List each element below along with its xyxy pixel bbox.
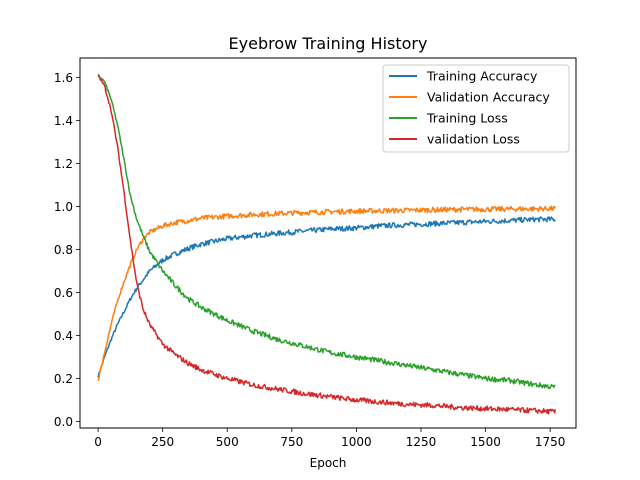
series-line-1: [97, 216, 556, 378]
x-tick-label: 0: [94, 435, 102, 449]
legend-label-1: Training Accuracy: [426, 69, 538, 84]
x-tick-label: 750: [280, 435, 303, 449]
x-tick-label: 1250: [406, 435, 437, 449]
y-tick-label: 0.4: [54, 329, 73, 343]
legend-label-3: Training Loss: [426, 111, 508, 126]
legend-label-4: validation Loss: [427, 132, 520, 147]
series-line-2: [97, 205, 556, 382]
x-tick-label: 250: [151, 435, 174, 449]
x-tick-label: 1000: [341, 435, 372, 449]
legend-box: [382, 64, 570, 153]
axes-frame: [79, 57, 577, 429]
chart-title: Eyebrow Training History: [229, 34, 428, 53]
x-axis-label: Epoch: [310, 456, 347, 470]
series-line-4: [97, 75, 557, 415]
x-axis: 0 250 500 750 1000 1250 1500 1750: [94, 428, 565, 449]
y-tick-label: 1.2: [54, 157, 73, 171]
y-tick-label: 0.6: [54, 286, 73, 300]
x-tick-label: 1500: [470, 435, 501, 449]
x-tick-label: 500: [216, 435, 239, 449]
legend-label-2: Validation Accuracy: [427, 90, 550, 105]
series-line-3: [97, 73, 556, 390]
y-axis: 0.0 0.2 0.4 0.6 0.8 1.0 1.2 1.4 1.6: [54, 71, 80, 429]
x-tick-label: 1750: [535, 435, 566, 449]
y-tick-label: 1.0: [54, 200, 73, 214]
y-tick-label: 1.6: [54, 71, 73, 85]
y-tick-label: 0.8: [54, 243, 73, 257]
y-tick-label: 0.0: [54, 415, 73, 429]
y-tick-label: 1.4: [54, 114, 73, 128]
y-tick-label: 0.2: [54, 372, 73, 386]
plot-area: [97, 73, 557, 415]
legend: Training Accuracy Validation Accuracy Trai…: [382, 64, 570, 153]
